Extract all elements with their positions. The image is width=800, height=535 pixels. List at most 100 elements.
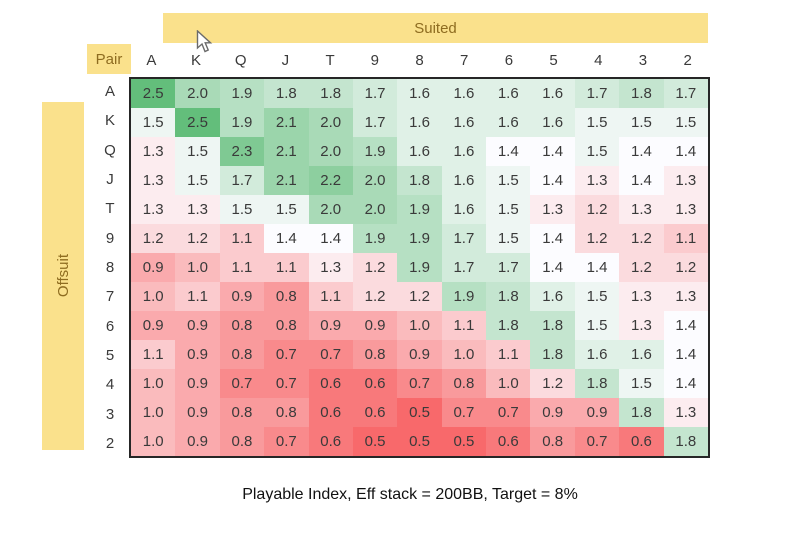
heatmap-cell[interactable]: 1.3 [131,166,176,195]
heatmap-cell[interactable]: 1.1 [264,253,309,282]
heatmap-cell[interactable]: 0.7 [264,340,309,369]
heatmap-cell[interactable]: 0.9 [530,398,575,427]
heatmap-cell[interactable]: 1.2 [397,282,442,311]
heatmap-cell[interactable]: 0.9 [308,311,353,340]
heatmap-cell[interactable]: 1.2 [530,369,575,398]
heatmap-cell[interactable]: 1.6 [397,79,442,108]
heatmap-cell[interactable]: 1.4 [663,340,708,369]
heatmap-cell[interactable]: 1.5 [486,166,531,195]
heatmap-cell[interactable]: 1.9 [397,224,442,253]
heatmap-cell[interactable]: 1.1 [131,340,176,369]
heatmap-cell[interactable]: 1.0 [131,369,176,398]
heatmap-cell[interactable]: 2.5 [131,79,176,108]
heatmap-cell[interactable]: 1.6 [441,137,487,166]
heatmap-cell[interactable]: 0.5 [352,427,398,456]
heatmap-cell[interactable]: 1.2 [574,224,620,253]
heatmap-cell[interactable]: 1.6 [619,340,664,369]
heatmap-cell[interactable]: 1.9 [441,282,487,311]
heatmap-cell[interactable]: 0.7 [441,398,487,427]
heatmap-cell[interactable]: 1.9 [397,195,442,224]
heatmap-cell[interactable]: 1.6 [486,79,531,108]
heatmap-cell[interactable]: 1.7 [219,166,265,195]
heatmap-cell[interactable]: 0.9 [574,398,620,427]
heatmap-cell[interactable]: 0.8 [530,427,575,456]
heatmap-cell[interactable]: 1.6 [441,108,487,137]
heatmap-cell[interactable]: 1.4 [530,224,575,253]
heatmap-cell[interactable]: 1.1 [441,311,487,340]
heatmap-cell[interactable]: 1.0 [441,340,487,369]
heatmap-cell[interactable]: 0.8 [219,340,265,369]
heatmap-cell[interactable]: 0.9 [219,282,265,311]
heatmap-cell[interactable]: 1.4 [663,311,708,340]
heatmap-cell[interactable]: 1.1 [308,282,353,311]
heatmap-cell[interactable]: 2.0 [308,137,353,166]
heatmap-cell[interactable]: 0.9 [131,253,176,282]
heatmap-cell[interactable]: 0.7 [308,340,353,369]
heatmap-cell[interactable]: 1.8 [308,79,353,108]
heatmap-cell[interactable]: 1.2 [131,224,176,253]
heatmap-cell[interactable]: 1.7 [486,253,531,282]
heatmap-cell[interactable]: 0.9 [175,311,220,340]
heatmap-cell[interactable]: 1.5 [619,108,664,137]
heatmap-cell[interactable]: 0.9 [175,340,220,369]
heatmap-cell[interactable]: 0.6 [352,398,398,427]
heatmap-cell[interactable]: 0.5 [397,398,442,427]
heatmap-cell[interactable]: 0.6 [308,398,353,427]
heatmap-cell[interactable]: 1.8 [619,79,664,108]
heatmap-cell[interactable]: 2.1 [264,137,309,166]
heatmap-cell[interactable]: 1.4 [308,224,353,253]
heatmap-cell[interactable]: 0.6 [308,427,353,456]
heatmap-cell[interactable]: 1.8 [530,311,575,340]
heatmap-cell[interactable]: 1.8 [574,369,620,398]
heatmap-cell[interactable]: 1.1 [486,340,531,369]
heatmap-cell[interactable]: 1.7 [441,224,487,253]
heatmap-cell[interactable]: 1.7 [663,79,708,108]
heatmap-cell[interactable]: 1.6 [397,108,442,137]
heatmap-cell[interactable]: 1.7 [352,108,398,137]
heatmap-cell[interactable]: 0.6 [352,369,398,398]
heatmap-cell[interactable]: 1.4 [619,166,664,195]
heatmap-cell[interactable]: 1.6 [530,108,575,137]
heatmap-cell[interactable]: 1.4 [663,369,708,398]
heatmap-cell[interactable]: 1.4 [530,253,575,282]
heatmap-cell[interactable]: 1.2 [619,224,664,253]
heatmap-cell[interactable]: 1.3 [619,311,664,340]
heatmap-cell[interactable]: 1.4 [530,166,575,195]
heatmap-cell[interactable]: 0.7 [264,427,309,456]
heatmap-cell[interactable]: 1.4 [663,137,708,166]
heatmap-cell[interactable]: 1.8 [530,340,575,369]
heatmap-cell[interactable]: 1.5 [486,224,531,253]
heatmap-cell[interactable]: 1.6 [397,137,442,166]
heatmap-cell[interactable]: 1.3 [663,166,708,195]
heatmap-cell[interactable]: 1.3 [663,398,708,427]
heatmap-cell[interactable]: 0.8 [264,311,309,340]
heatmap-cell[interactable]: 1.5 [486,195,531,224]
heatmap-cell[interactable]: 1.9 [219,108,265,137]
heatmap-cell[interactable]: 1.2 [175,224,220,253]
heatmap-cell[interactable]: 0.8 [219,311,265,340]
heatmap-cell[interactable]: 0.8 [264,398,309,427]
heatmap-cell[interactable]: 2.3 [219,137,265,166]
heatmap-cell[interactable]: 1.8 [663,427,708,456]
heatmap-cell[interactable]: 1.8 [264,79,309,108]
heatmap-cell[interactable]: 1.5 [619,369,664,398]
heatmap-cell[interactable]: 1.0 [131,282,176,311]
heatmap-cell[interactable]: 2.0 [308,108,353,137]
heatmap-cell[interactable]: 1.8 [486,282,531,311]
heatmap-cell[interactable]: 1.7 [441,253,487,282]
heatmap-cell[interactable]: 0.6 [619,427,664,456]
heatmap-cell[interactable]: 1.2 [352,282,398,311]
heatmap-cell[interactable]: 0.8 [352,340,398,369]
heatmap-cell[interactable]: 1.0 [397,311,442,340]
heatmap-cell[interactable]: 0.7 [574,427,620,456]
heatmap-cell[interactable]: 1.8 [486,311,531,340]
heatmap-cell[interactable]: 2.0 [352,166,398,195]
heatmap-cell[interactable]: 0.8 [219,427,265,456]
heatmap-cell[interactable]: 0.8 [219,398,265,427]
heatmap-cell[interactable]: 1.6 [530,282,575,311]
heatmap-cell[interactable]: 1.2 [663,253,708,282]
heatmap-cell[interactable]: 1.3 [131,195,176,224]
heatmap-cell[interactable]: 1.1 [663,224,708,253]
heatmap-cell[interactable]: 1.4 [574,253,620,282]
heatmap-cell[interactable]: 1.8 [397,166,442,195]
